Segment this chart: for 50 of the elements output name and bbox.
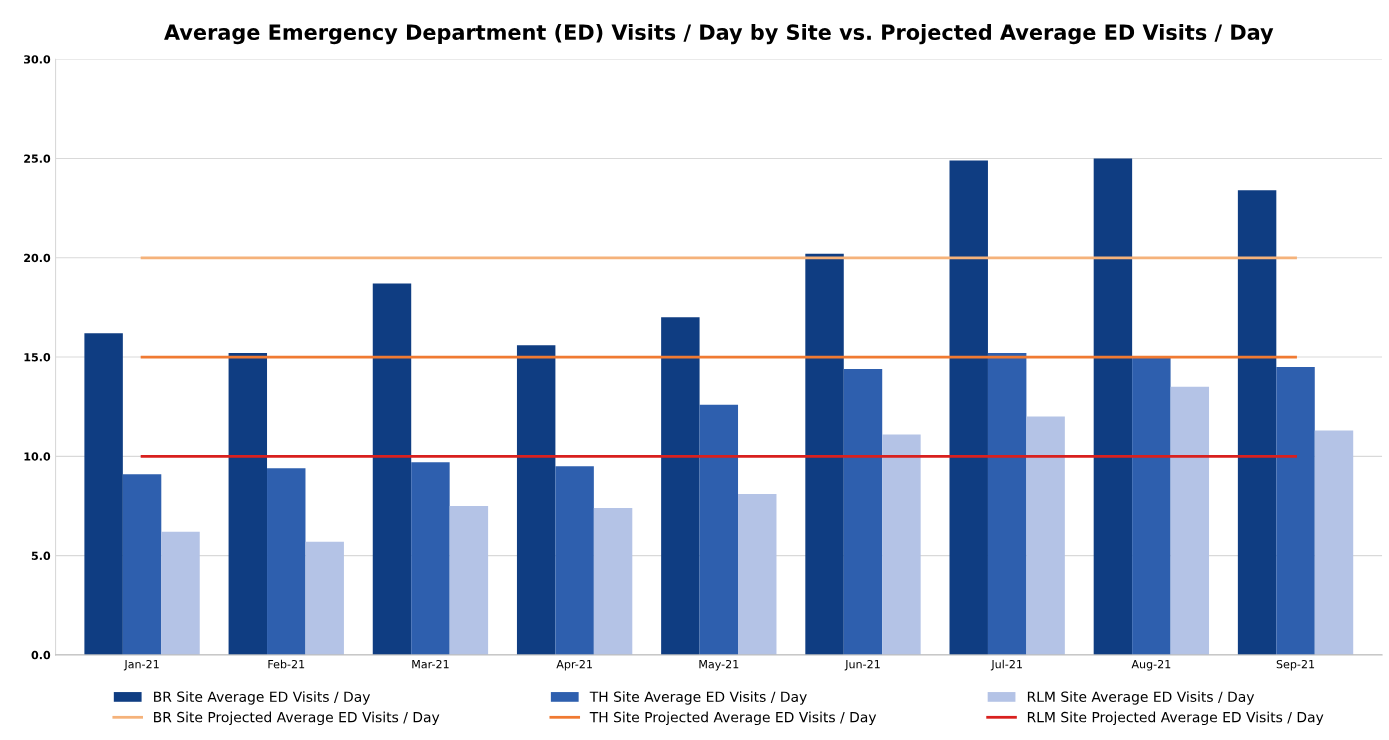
bar [1237, 190, 1277, 655]
x-tick-label: Jun-21 [844, 659, 880, 671]
bar [843, 368, 883, 655]
chart-title: Average Emergency Department (ED) Visits / Day by Site vs. Projected Average ED Visits / Day [164, 23, 1274, 45]
bar [516, 345, 556, 655]
x-tick-label: May-21 [699, 659, 739, 671]
legend-label: TH Site Projected Average ED Visits / Day [589, 711, 877, 726]
x-tick-label: Jul-21 [990, 659, 1022, 671]
y-tick-label: 15.0 [24, 353, 51, 362]
y-tick-label: 5.0 [31, 551, 51, 560]
bar [949, 160, 988, 655]
y-tick-label: 25.0 [24, 154, 51, 163]
x-tick-label: Aug-21 [1131, 659, 1171, 671]
legend-label: BR Site Average ED Visits / Day [154, 691, 371, 705]
bar [122, 474, 162, 655]
y-tick-label: 10.0 [24, 452, 51, 461]
bar [305, 541, 344, 655]
bar [411, 462, 450, 655]
bar [449, 505, 489, 655]
bar [593, 507, 633, 655]
x-tick-label: Apr-21 [556, 659, 592, 671]
bar [161, 531, 200, 655]
bar [661, 317, 700, 655]
bar [84, 333, 123, 655]
bar [882, 434, 921, 655]
bar [1093, 158, 1133, 655]
bar [1276, 366, 1315, 655]
legend-label: BR Site Projected Average ED Visits / Day [154, 711, 440, 726]
bar [228, 353, 268, 655]
bar [267, 468, 306, 655]
bar [699, 404, 739, 655]
bar [1170, 386, 1210, 655]
bar [805, 253, 844, 655]
legend-label: RLM Site Projected Average ED Visits / Day [1027, 711, 1324, 726]
y-tick-label: 20.0 [24, 253, 51, 263]
y-tick-label: 30.0 [24, 55, 51, 64]
x-tick-label: Jan-21 [123, 659, 159, 671]
bar [555, 466, 594, 655]
legend-label: TH Site Average ED Visits / Day [589, 691, 807, 705]
x-tick-label: Mar-21 [412, 659, 449, 669]
x-tick-label: Feb-21 [268, 659, 305, 669]
x-tick-label: Sep-21 [1276, 659, 1315, 671]
bar [738, 494, 777, 655]
bar [1026, 416, 1065, 655]
y-tick-label: 0.0 [31, 650, 51, 660]
bar [1314, 430, 1354, 655]
bar [987, 353, 1027, 655]
bar [372, 283, 412, 655]
bar [1132, 357, 1171, 655]
legend-label: RLM Site Average ED Visits / Day [1027, 691, 1255, 705]
